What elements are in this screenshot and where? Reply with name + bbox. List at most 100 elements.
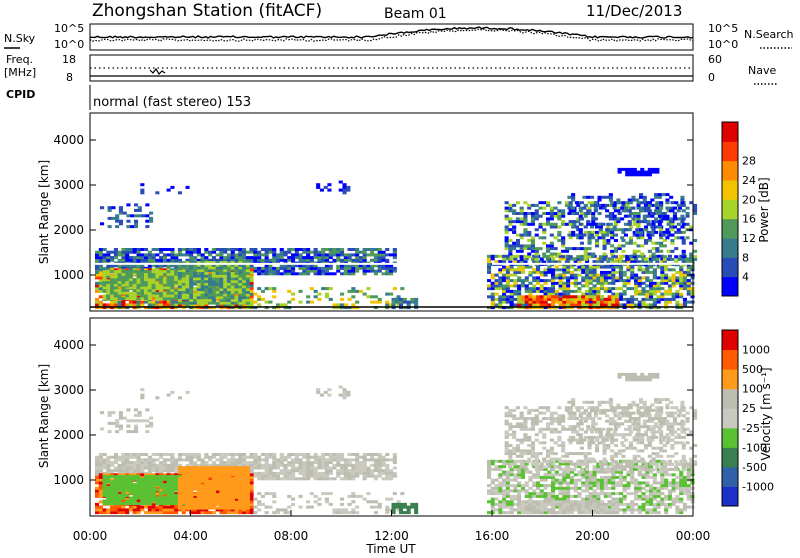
velocity-cell [321,456,325,459]
power-cell [291,293,295,296]
power-cell [525,295,529,298]
power-cell [399,298,403,301]
velocity-cell [291,464,295,467]
velocity-cell [325,500,329,503]
power-cell [638,293,642,296]
power-cell [148,270,152,273]
power-cell [178,272,182,275]
velocity-cell [299,477,303,480]
power-cell [551,293,555,296]
power-cell [567,234,571,237]
power-cell [152,286,156,289]
power-cell [516,242,520,245]
power-cell [216,302,220,305]
velocity-cell [95,472,99,475]
velocity-cell [253,461,257,464]
power-cell [291,298,295,301]
power-cell [531,212,535,215]
velocity-cell [167,467,171,470]
power-cell [193,275,197,278]
power-cell [178,299,182,302]
power-cell [540,290,544,293]
power-cell [216,266,220,269]
power-cell [615,293,619,296]
power-cell [163,303,167,306]
power-cell [601,236,605,239]
velocity-cell [389,498,393,501]
power-cell [535,258,539,261]
power-cell [505,244,509,247]
velocity-cell [355,506,359,509]
power-cell [133,294,137,297]
velocity-cell [140,467,144,470]
power-cell [683,279,687,282]
velocity-cell [299,495,303,498]
power-cell [611,279,615,282]
power-cell [595,242,599,245]
power-cell [295,272,299,275]
power-cell [487,284,491,287]
power-cell [621,239,625,242]
power-cell [272,290,276,293]
power-cell [118,297,122,300]
power-cell [523,247,527,250]
power-cell [197,291,201,294]
power-cell [512,220,516,223]
power-cell [561,242,565,245]
power-cell [140,303,144,306]
power-cell [178,293,182,296]
velocity-cell [125,467,129,470]
power-cell [250,298,254,301]
power-cell [517,268,521,271]
power-cell [550,234,554,237]
power-cell [144,286,148,289]
power-cell [653,268,657,271]
power-cell [664,274,668,277]
velocity-cell [385,508,389,511]
power-cell [310,267,314,270]
velocity-cell [137,453,141,456]
velocity-cell [95,464,99,467]
noise-left-tick-top: 10^5 [54,22,84,35]
power-cell [355,251,359,254]
velocity-cell [238,453,242,456]
power-cell [588,201,592,204]
power-cell [114,289,118,292]
power-cell [616,217,620,220]
power-cell [631,199,635,202]
power-cell [664,298,668,301]
velocity-cell [276,467,280,470]
power-cell [227,272,231,275]
power-cell [546,255,550,258]
power-cell [272,267,276,270]
power-cell [295,251,299,254]
power-cell [189,251,193,254]
velocity-cell [363,498,367,501]
power-cell [291,259,295,262]
power-cell [593,287,597,290]
power-cell [510,298,514,301]
velocity-cell [138,414,142,417]
velocity-cell [382,477,386,480]
power-cell [134,203,138,206]
power-cell [317,267,321,270]
power-cell [505,239,509,242]
power-cell [517,287,521,290]
velocity-cell [108,414,112,417]
velocity-cell [118,469,122,472]
power-cell [624,209,628,212]
velocity-cell [333,477,337,480]
power-cell [547,287,551,290]
power-cell [623,303,627,306]
power-cell [673,207,677,210]
velocity-cell [170,391,174,394]
power-cell [536,295,540,298]
power-cell [551,303,555,306]
power-cell [410,301,414,304]
power-cell [115,220,119,223]
power-cell [527,253,531,256]
power-cell [144,253,148,256]
power-cell [208,266,212,269]
power-cell [317,272,321,275]
power-cell [621,231,625,234]
